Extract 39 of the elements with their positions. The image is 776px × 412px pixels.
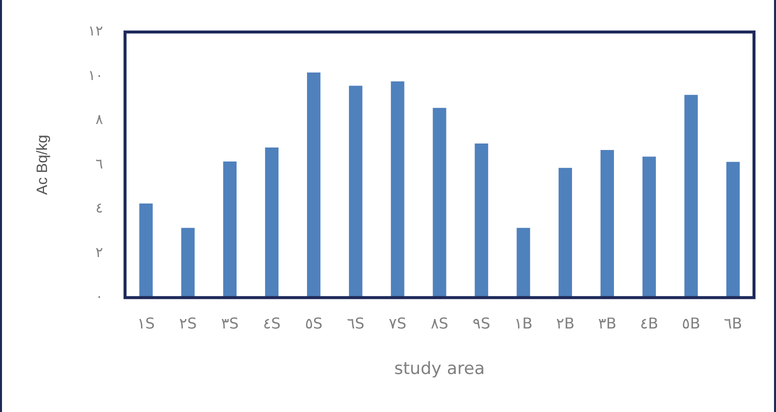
x-tick-label: ٩S xyxy=(472,314,490,332)
y-tick-label: ١٢ xyxy=(88,24,104,40)
y-axis-title: Ac Bq/kg xyxy=(34,134,52,195)
y-tick-label: ٤ xyxy=(96,200,104,217)
x-tick-label: ٣S xyxy=(221,314,239,332)
bar xyxy=(474,144,488,298)
bar xyxy=(348,86,362,298)
bar xyxy=(181,228,195,298)
x-tick-label: ٥S xyxy=(304,314,323,332)
bar xyxy=(516,228,530,298)
x-tick-label: ٢S xyxy=(179,314,197,332)
x-tick-label: ٣B xyxy=(598,314,616,332)
x-tick-label: ٤B xyxy=(640,314,658,332)
x-tick-label: ٤S xyxy=(263,314,281,332)
y-tick-label: ٢ xyxy=(96,244,104,261)
bar xyxy=(684,94,698,298)
x-tick-label: ٢B xyxy=(556,314,574,332)
x-tick-label: ١S xyxy=(137,314,155,332)
bar xyxy=(642,156,656,298)
x-tick-label: ١B xyxy=(514,314,533,332)
x-axis-title: study area xyxy=(394,359,485,380)
bar xyxy=(432,108,446,298)
bar xyxy=(558,168,572,298)
y-tick-label: ٦ xyxy=(96,156,104,172)
x-tick-label: ٦B xyxy=(724,314,742,332)
bar xyxy=(139,204,153,298)
bar xyxy=(223,161,237,298)
x-tick-label: ٦S xyxy=(346,314,364,332)
bar xyxy=(726,162,740,298)
x-tick-label: ٨S xyxy=(430,314,448,332)
y-tick-label: ١٠ xyxy=(88,68,104,84)
x-tick-label: ٧S xyxy=(388,314,406,332)
bar xyxy=(265,148,279,298)
x-tick-label: ٥B xyxy=(682,314,700,332)
y-tick-label: ٠ xyxy=(96,289,104,306)
y-tick-label: ٨ xyxy=(96,112,104,128)
bar xyxy=(307,72,320,298)
bar xyxy=(600,150,614,298)
bar xyxy=(390,81,404,298)
